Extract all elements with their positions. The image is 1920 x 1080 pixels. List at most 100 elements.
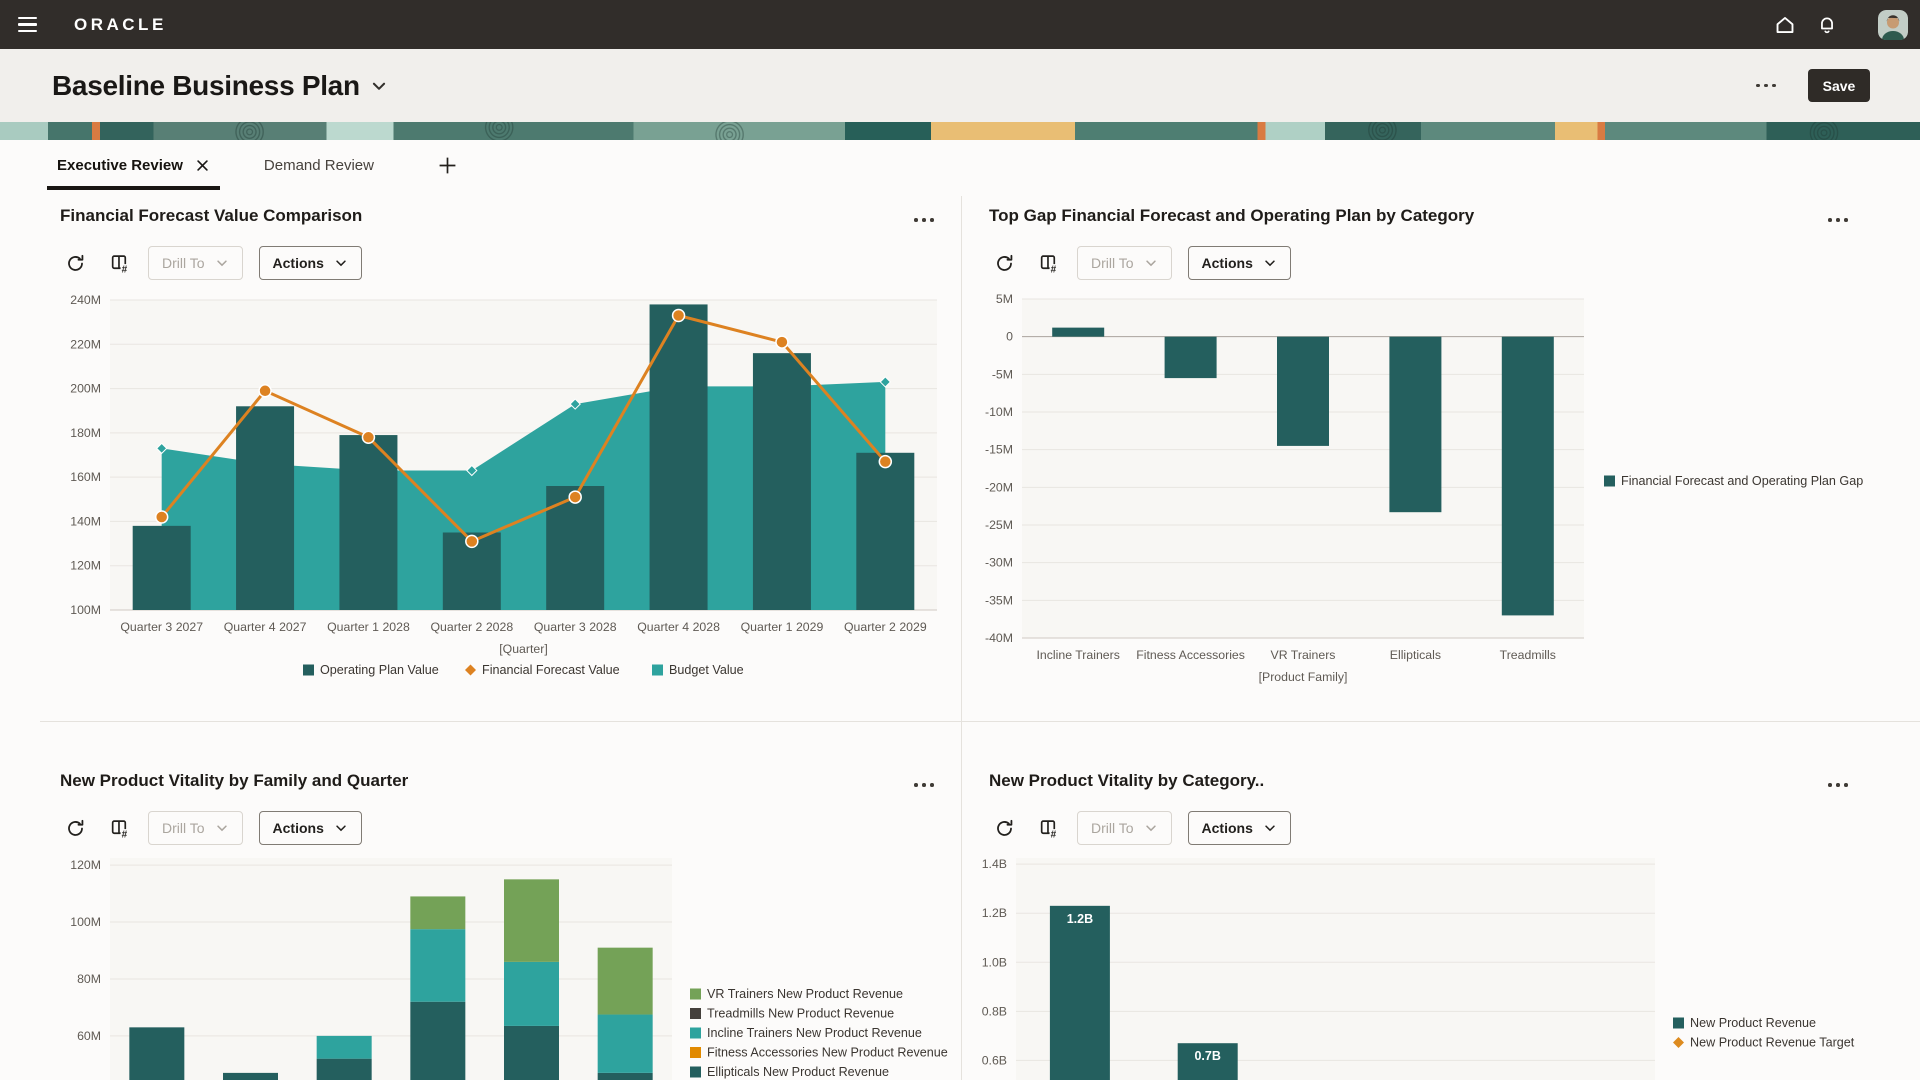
- drill-to-label: Drill To: [1091, 255, 1134, 271]
- svg-text:Quarter 1 2029: Quarter 1 2029: [741, 620, 824, 634]
- actions-dropdown[interactable]: Actions: [258, 811, 362, 845]
- chevron-down-icon: [336, 825, 346, 832]
- svg-text:-35M: -35M: [985, 593, 1013, 607]
- svg-text:Financial Forecast and Operati: Financial Forecast and Operating Plan Ga…: [1621, 474, 1863, 488]
- svg-text:0.8B: 0.8B: [982, 1004, 1007, 1018]
- svg-text:Quarter 3 2028: Quarter 3 2028: [534, 620, 617, 634]
- actions-label: Actions: [1201, 820, 1253, 836]
- panel-title: Financial Forecast Value Comparison: [60, 206, 363, 225]
- refresh-icon: [996, 254, 1012, 271]
- svg-text:Budget Value: Budget Value: [669, 663, 744, 677]
- save-button[interactable]: Save: [1808, 69, 1870, 102]
- page-title: Baseline Business Plan: [52, 69, 360, 101]
- new-product-vitality-by-category-chart[interactable]: 1.4B 1.2B 1.0B 0.8B 0.6B 1.2B 0.7B New Product …: [973, 850, 1920, 1080]
- bell-icon: [1821, 17, 1833, 33]
- chevron-down-icon: [1145, 260, 1156, 267]
- drill-to-dropdown[interactable]: Drill To: [148, 811, 243, 845]
- tab-executive-review[interactable]: Executive Review: [47, 140, 220, 190]
- svg-text:-30M: -30M: [985, 556, 1013, 570]
- svg-text:#: #: [1050, 829, 1056, 838]
- financial-forecast-value-comparison-chart[interactable]: 240M 220M 200M 180M 160M 140M 120M 100M Quarter …: [40, 290, 956, 710]
- svg-text:5M: 5M: [996, 292, 1013, 306]
- hamburger-menu-button[interactable]: [18, 7, 54, 43]
- svg-text:-25M: -25M: [985, 518, 1013, 532]
- view-as-table-button[interactable]: #: [1033, 813, 1063, 843]
- svg-text:1.0B: 1.0B: [982, 955, 1007, 969]
- svg-text:140M: 140M: [70, 514, 101, 528]
- svg-text:Operating Plan Value: Operating Plan Value: [320, 663, 439, 677]
- view-as-table-button[interactable]: #: [1033, 248, 1063, 278]
- svg-text:0.7B: 0.7B: [1194, 1049, 1220, 1063]
- home-button[interactable]: [1768, 8, 1802, 42]
- drill-to-dropdown[interactable]: Drill To: [1077, 246, 1172, 280]
- drill-to-dropdown[interactable]: Drill To: [148, 246, 243, 280]
- horizontal-divider: [40, 721, 1920, 722]
- refresh-button[interactable]: [989, 248, 1019, 278]
- chevron-down-icon: [336, 260, 346, 267]
- drill-to-label: Drill To: [162, 255, 205, 271]
- home-icon: [1776, 16, 1794, 33]
- close-icon: [197, 159, 208, 171]
- panel-financial-forecast-value-comparison: Financial Forecast Value Comparison # Dr…: [40, 196, 956, 720]
- new-product-vitality-by-family-chart[interactable]: 120M 100M 80M 60M VR Trainers New Product Re…: [40, 850, 956, 1080]
- panel-new-product-vitality-by-category: New Product Vitality by Category.. # Dri…: [973, 761, 1920, 1080]
- drill-to-dropdown[interactable]: Drill To: [1077, 811, 1172, 845]
- svg-text:180M: 180M: [70, 426, 101, 440]
- svg-text:Quarter 4 2027: Quarter 4 2027: [224, 620, 307, 634]
- svg-text:1.2B: 1.2B: [982, 906, 1007, 920]
- actions-dropdown[interactable]: Actions: [1187, 811, 1291, 845]
- refresh-button[interactable]: [60, 248, 90, 278]
- svg-text:VR Trainers New Product Revenu: VR Trainers New Product Revenue: [707, 987, 903, 1001]
- panel-more-button[interactable]: [908, 212, 940, 228]
- plan-switcher-button[interactable]: [370, 73, 388, 98]
- svg-text:80M: 80M: [77, 972, 101, 986]
- svg-text:#: #: [1050, 264, 1056, 273]
- svg-text:VR Trainers: VR Trainers: [1271, 648, 1336, 662]
- svg-text:#: #: [121, 264, 127, 273]
- svg-text:New Product Revenue: New Product Revenue: [1690, 1016, 1816, 1030]
- svg-text:Ellipticals: Ellipticals: [1390, 648, 1441, 662]
- tab-demand-review[interactable]: Demand Review: [254, 140, 384, 190]
- close-tab-button[interactable]: [195, 158, 210, 173]
- svg-text:60M: 60M: [77, 1029, 101, 1043]
- svg-text:[Product Family]: [Product Family]: [1259, 670, 1348, 684]
- header-more-actions-button[interactable]: [1750, 78, 1782, 94]
- svg-text:[Quarter]: [Quarter]: [499, 642, 548, 656]
- refresh-icon: [996, 819, 1012, 836]
- panel-title: New Product Vitality by Category..: [989, 771, 1265, 790]
- refresh-button[interactable]: [989, 813, 1019, 843]
- view-as-table-button[interactable]: #: [104, 248, 134, 278]
- svg-text:-40M: -40M: [985, 631, 1013, 645]
- top-gap-by-category-chart[interactable]: 5M 0 -5M -10M -15M -20M -25M -30M -35M -40M Inclin…: [973, 290, 1920, 710]
- svg-text:160M: 160M: [70, 470, 101, 484]
- panel-more-button[interactable]: [1822, 212, 1854, 228]
- actions-label: Actions: [1201, 255, 1253, 271]
- chevron-down-icon: [372, 82, 385, 90]
- user-avatar[interactable]: [1878, 9, 1908, 40]
- view-as-table-button[interactable]: #: [104, 813, 134, 843]
- add-tab-button[interactable]: [430, 147, 466, 183]
- svg-text:220M: 220M: [70, 337, 101, 351]
- svg-text:Ellipticals New Product Revenu: Ellipticals New Product Revenue: [707, 1065, 889, 1079]
- svg-text:120M: 120M: [70, 559, 101, 573]
- refresh-button[interactable]: [60, 813, 90, 843]
- svg-text:Fitness Accessories New Produc: Fitness Accessories New Product Revenue: [707, 1046, 948, 1060]
- svg-text:Treadmills: Treadmills: [1500, 648, 1556, 662]
- actions-dropdown[interactable]: Actions: [1187, 246, 1291, 280]
- panel-top-gap-by-category: Top Gap Financial Forecast and Operating…: [973, 196, 1920, 720]
- table-view-icon: #: [1040, 254, 1057, 274]
- panel-more-button[interactable]: [1822, 777, 1854, 793]
- chevron-down-icon: [216, 260, 227, 267]
- table-view-icon: #: [111, 819, 128, 839]
- panel-more-button[interactable]: [908, 777, 940, 793]
- svg-text:Financial Forecast Value: Financial Forecast Value: [482, 663, 620, 677]
- panel-title: New Product Vitality by Family and Quart…: [60, 771, 409, 790]
- svg-text:0.6B: 0.6B: [982, 1053, 1007, 1067]
- notifications-button[interactable]: [1810, 8, 1844, 42]
- svg-text:Quarter 1 2028: Quarter 1 2028: [327, 620, 410, 634]
- svg-text:Quarter 4 2028: Quarter 4 2028: [637, 620, 720, 634]
- chevron-down-icon: [216, 825, 227, 832]
- actions-dropdown[interactable]: Actions: [258, 246, 362, 280]
- svg-text:-20M: -20M: [985, 480, 1013, 494]
- svg-text:1.4B: 1.4B: [982, 857, 1007, 871]
